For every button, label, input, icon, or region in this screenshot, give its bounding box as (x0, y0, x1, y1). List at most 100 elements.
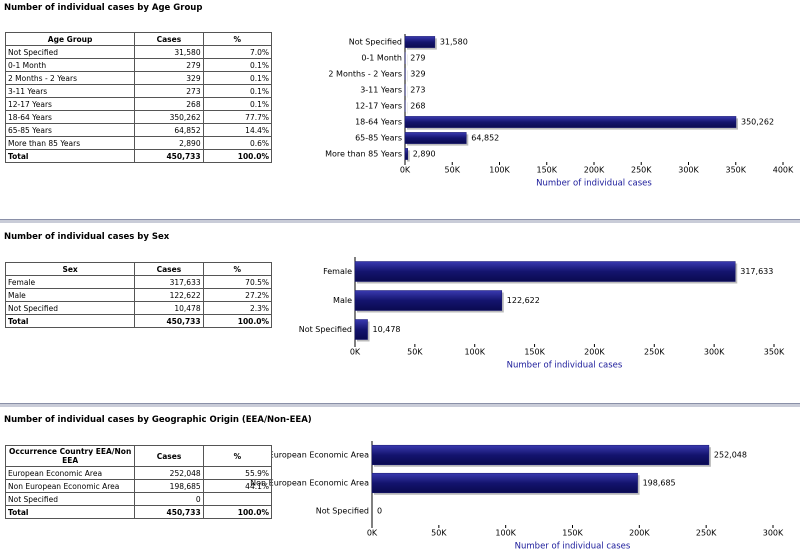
header-cell: Cases (134, 262, 204, 276)
bar (354, 290, 503, 311)
value-label: 350,262 (741, 118, 774, 127)
header-cell: Cases (134, 445, 204, 467)
table-cell: 252,048 (134, 466, 204, 480)
table-cell: 350,262 (134, 110, 204, 124)
x-tick-label: 0K (350, 348, 361, 357)
table-cell: 329 (134, 71, 204, 85)
total-cell: 100.0% (202, 149, 273, 163)
bar (371, 444, 710, 466)
x-tick-label: 300K (704, 348, 725, 357)
x-tick-label: 150K (536, 166, 557, 175)
category-label: 2 Months - 2 Years (328, 70, 402, 79)
data-table: Age Group Cases% Not Specified 31,580 7.0% 0-… (4, 32, 273, 163)
table-row: 12-17 Years 268 0.1% (4, 97, 273, 111)
table-cell: 0.1% (202, 84, 273, 98)
value-label: 122,622 (507, 296, 540, 305)
x-tick-label: 350K (725, 166, 746, 175)
total-cell: 100.0% (202, 314, 273, 328)
table-row: 18-64 Years 350,262 77.7% (4, 110, 273, 124)
value-label: 2,890 (413, 150, 436, 159)
category-label: European Economic Area (269, 451, 369, 460)
x-tick-label: 250K (644, 348, 665, 357)
total-cell: 450,733 (134, 505, 204, 519)
x-tick-label: 150K (562, 529, 583, 538)
table-cell: 31,580 (134, 45, 204, 59)
table-cell: 0.1% (202, 58, 273, 72)
table-cell: 3-11 Years (4, 84, 136, 98)
x-axis-label: Number of individual cases (536, 179, 652, 189)
table-cell: 70.5% (202, 275, 273, 289)
bar-shadow (407, 150, 410, 162)
table-cell: 317,633 (134, 275, 204, 289)
value-label: 279 (410, 54, 425, 63)
value-label: 31,580 (440, 38, 468, 47)
value-label: 0 (377, 507, 382, 516)
x-tick-label: 300K (678, 166, 699, 175)
value-label: 252,048 (714, 451, 747, 460)
table-row: 65-85 Years 64,852 14.4% (4, 123, 273, 137)
category-label: 18-64 Years (355, 118, 402, 127)
table-cell: European Economic Area (4, 466, 136, 480)
separator (0, 403, 800, 407)
value-label: 273 (410, 86, 425, 95)
x-tick-label: 50K (407, 348, 423, 357)
total-cell: Total (4, 314, 136, 328)
bar (354, 261, 736, 282)
total-row: Total 450,733 100.0% (4, 505, 273, 519)
x-axis-label: Number of individual cases (507, 361, 623, 371)
table-row: Not Specified 10,478 2.3% (4, 301, 273, 315)
total-cell: Total (4, 505, 136, 519)
value-label: 268 (410, 102, 425, 111)
total-cell: 450,733 (134, 149, 204, 163)
table-cell: 18-64 Years (4, 110, 136, 124)
bar (404, 148, 408, 160)
category-label: 65-85 Years (355, 134, 402, 143)
table-cell: 0-1 Month (4, 58, 136, 72)
table-cell: Not Specified (4, 45, 136, 59)
table-row: European Economic Area 252,048 55.9% (4, 466, 273, 480)
x-tick-label: 0K (400, 166, 411, 175)
x-tick-label: 200K (584, 348, 605, 357)
x-axis-label: Number of individual cases (515, 542, 631, 552)
table-cell: 279 (134, 58, 204, 72)
table-cell: 273 (134, 84, 204, 98)
table-cell: More than 85 Years (4, 136, 136, 150)
total-row: Total 450,733 100.0% (4, 149, 273, 163)
category-label: Female (323, 267, 352, 276)
x-tick-label: 50K (445, 166, 461, 175)
table-cell: 12-17 Years (4, 97, 136, 111)
bar (404, 132, 467, 144)
table-row: Non European Economic Area 198,685 44.1% (4, 479, 273, 493)
x-tick-label: 200K (629, 529, 650, 538)
header-cell: % (202, 32, 273, 46)
header-cell: % (202, 262, 273, 276)
category-label: Not Specified (299, 325, 352, 334)
total-cell: Total (4, 149, 136, 163)
x-tick-label: 400K (773, 166, 794, 175)
total-cell: 100.0% (202, 505, 273, 519)
table-cell: 14.4% (202, 123, 273, 137)
table-row: 3-11 Years 273 0.1% (4, 84, 273, 98)
bar (404, 36, 436, 48)
table-row: Not Specified 0 (4, 492, 273, 506)
data-table: Occurrence Country EEA/Non EEA Cases% Euro… (4, 445, 273, 519)
table-row: Not Specified 31,580 7.0% (4, 45, 273, 59)
table-row: Male 122,622 27.2% (4, 288, 273, 302)
section-title: Number of individual cases by Age Group (4, 3, 203, 13)
value-label: 329 (410, 70, 425, 79)
table-cell: 198,685 (134, 479, 204, 493)
x-tick-label: 50K (431, 529, 447, 538)
value-label: 64,852 (471, 134, 499, 143)
x-tick-label: 200K (584, 166, 605, 175)
header-row: Occurrence Country EEA/Non EEA Cases% (4, 445, 273, 467)
table-cell: 122,622 (134, 288, 204, 302)
table-cell: 0 (134, 492, 204, 506)
bar (354, 319, 368, 340)
value-label: 10,478 (373, 325, 401, 334)
table-cell: 44.1% (202, 479, 273, 493)
table-cell (202, 492, 273, 506)
x-tick-label: 250K (696, 529, 717, 538)
header-cell: Age Group (4, 32, 136, 46)
